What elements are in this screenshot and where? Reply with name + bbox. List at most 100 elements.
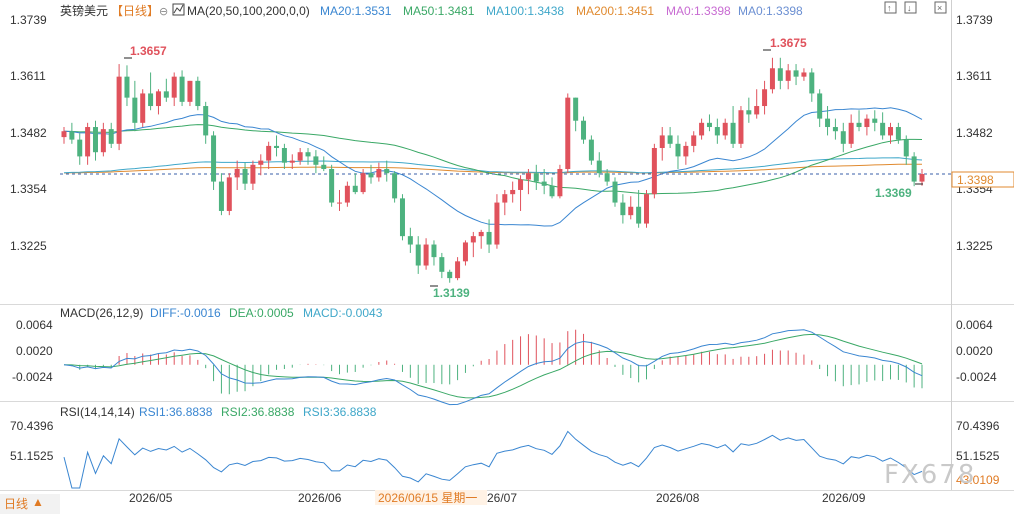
- candle-body: [825, 118, 831, 128]
- x-axis-label: 2026/09: [822, 491, 866, 505]
- price-tick-left: 1.3225: [10, 239, 47, 253]
- high-label-2: 1.3675: [770, 36, 807, 50]
- x-axis-label: 2026/05: [129, 491, 173, 505]
- price-tick-left: 1.3739: [10, 13, 47, 27]
- candle-body: [872, 118, 878, 123]
- rsi-tick-left: 70.4396: [10, 419, 54, 433]
- candle-body: [596, 160, 602, 174]
- macd-tick-right: 0.0020: [956, 344, 993, 358]
- candle-body: [155, 91, 161, 107]
- watermark-logo: FX678: [884, 460, 977, 490]
- candle-body: [415, 244, 421, 266]
- candle-body: [612, 181, 618, 203]
- candle-body: [447, 271, 453, 279]
- candle-body: [218, 181, 224, 211]
- period-label[interactable]: 【日线】: [111, 4, 159, 18]
- cursor-date-box: [375, 490, 487, 505]
- candle-body: [588, 139, 594, 161]
- candle-body: [636, 206, 642, 224]
- candle-body: [762, 89, 768, 107]
- candle-body: [880, 122, 886, 136]
- ma-params: MA(20,50,100,200,0,0): [187, 4, 310, 18]
- candle-body: [297, 152, 303, 161]
- candle-body: [793, 70, 799, 77]
- macd-tick-left: 0.0064: [16, 318, 53, 332]
- high-label-1: 1.3657: [130, 44, 167, 58]
- candle-body: [368, 173, 374, 178]
- macd-diff-line: [63, 329, 923, 406]
- candle-body: [714, 127, 720, 136]
- candle-body: [100, 129, 106, 153]
- candle-body: [423, 244, 429, 266]
- price-tick-left: 1.3482: [10, 126, 47, 140]
- candle-body: [533, 173, 539, 182]
- macd-title: MACD(26,12,9): [60, 306, 143, 320]
- candle-body: [289, 160, 295, 163]
- rsi-tick-right: 70.4396: [956, 419, 1000, 433]
- candle-body: [329, 168, 335, 203]
- low-label-2: 1.3369: [875, 186, 912, 200]
- indicator-toggle-icon[interactable]: [172, 3, 185, 16]
- candle-body: [864, 118, 870, 128]
- price-tick-left: 1.3354: [10, 182, 47, 196]
- candle-body: [911, 156, 917, 182]
- macd-histogram: [71, 329, 923, 395]
- candle-body: [281, 148, 287, 163]
- period-switch-label: 日线: [4, 497, 29, 511]
- candle-body: [266, 145, 272, 161]
- price-tick-right: 1.3482: [956, 126, 993, 140]
- rsi-tick-left: 51.1525: [10, 449, 54, 463]
- candle-body: [250, 164, 256, 184]
- candle-body: [722, 122, 728, 136]
- candle-body: [462, 242, 468, 262]
- ma100-line: [63, 157, 923, 174]
- candle-body: [431, 244, 437, 258]
- candle-body: [321, 164, 327, 169]
- move-icon[interactable]: ↑: [884, 1, 897, 14]
- ma100-value: MA100:1.3438: [486, 4, 564, 18]
- macd-tick-right: 0.0064: [956, 318, 993, 332]
- x-axis-label: 26/07: [487, 491, 517, 505]
- low-label-1: 1.3139: [433, 286, 470, 300]
- candle-body: [848, 122, 854, 144]
- candle-body: [643, 194, 649, 224]
- settings-circle-icon[interactable]: ⊖: [159, 6, 168, 18]
- rsi-tick-right: 51.1525: [956, 449, 1000, 463]
- candle-body: [840, 131, 846, 144]
- ma0-value-a: MA0:1.3398: [666, 4, 731, 18]
- candle-body: [604, 173, 610, 182]
- candlestick-series: [61, 57, 925, 283]
- candle-body: [376, 168, 382, 178]
- rsi2-value: RSI2:36.8838: [221, 405, 295, 419]
- close-icon[interactable]: ×: [934, 1, 947, 14]
- candle-body: [699, 122, 705, 136]
- price-tick-left: 1.3611: [10, 69, 46, 83]
- candle-body: [730, 122, 736, 144]
- candle-body: [738, 110, 744, 144]
- current-price-tag: [951, 171, 1014, 188]
- macd-tick-right: -0.0024: [956, 370, 997, 384]
- candle-body: [92, 127, 98, 153]
- candle-body: [494, 202, 500, 245]
- candle-body: [470, 236, 476, 243]
- ma50-value: MA50:1.3481: [403, 4, 475, 18]
- x-axis-label: 2026/06: [298, 491, 342, 505]
- period-switch-arrow-icon: ▲: [32, 495, 44, 509]
- period-switch[interactable]: 日线 ▲: [0, 494, 60, 514]
- ma20-value: MA20:1.3531: [320, 4, 392, 18]
- candle-body: [746, 110, 752, 115]
- rsi-line: [63, 430, 923, 489]
- macd-tick-left: 0.0020: [16, 344, 53, 358]
- macd-dea-line: [63, 333, 923, 399]
- candle-body: [171, 76, 177, 98]
- candle-body: [895, 127, 901, 140]
- candle-body: [651, 148, 657, 195]
- candle-body: [360, 173, 366, 193]
- candle-body: [510, 189, 516, 195]
- candle-body: [478, 231, 484, 237]
- price-tick-right: 1.3225: [956, 239, 993, 253]
- down-icon[interactable]: ↓: [904, 1, 917, 14]
- candle-body: [108, 129, 114, 144]
- candle-body: [769, 68, 775, 90]
- candle-body: [274, 145, 280, 149]
